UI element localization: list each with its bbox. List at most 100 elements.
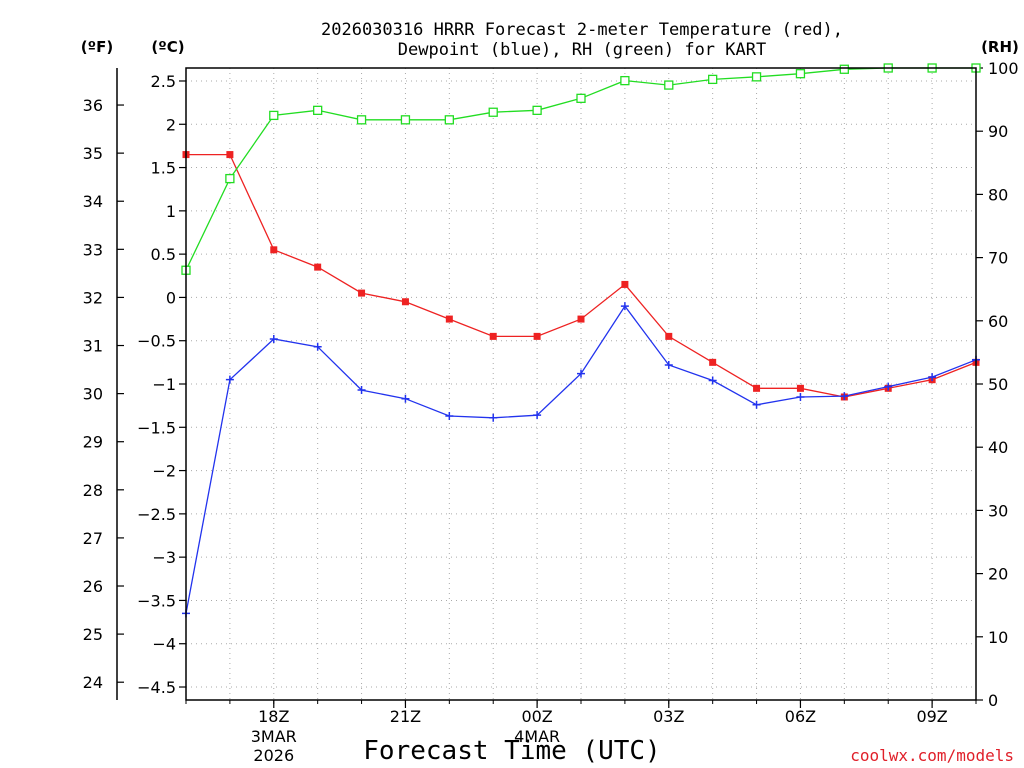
fahrenheit-axis: 36 35 34 33 32 31 30 29 28 27 26 25 24 — [83, 68, 124, 700]
fahrenheit-tick-label: 24 — [83, 673, 103, 692]
fahrenheit-tick-label: 26 — [83, 577, 103, 596]
temperature-point — [270, 246, 278, 254]
temperature-line — [186, 153, 977, 398]
temperature-point — [445, 315, 453, 323]
credit-text: coolwx.com/models — [850, 746, 1014, 765]
rh-tick-label: 0 — [988, 691, 998, 710]
rh-point — [356, 115, 367, 125]
celsius-tick-label: −3.5 — [137, 591, 176, 610]
celsius-tick-label: −1 — [152, 375, 176, 394]
celsius-tick-label: −1.5 — [137, 418, 176, 437]
dewpoint-point — [620, 302, 629, 311]
dewpoint-point — [533, 411, 542, 420]
x-tick-label: 06Z — [785, 707, 816, 726]
fahrenheit-unit-label: (ºF) — [81, 38, 113, 56]
x-tick-label: 21Z — [390, 707, 421, 726]
fahrenheit-tick-label: 35 — [83, 144, 103, 163]
fahrenheit-tick-label: 30 — [83, 385, 103, 404]
rh-point — [751, 72, 762, 82]
temperature-point — [577, 315, 585, 323]
temperature-point — [753, 384, 761, 392]
fahrenheit-tick-label: 29 — [83, 433, 103, 452]
x-tick-label: 18Z — [258, 707, 289, 726]
celsius-unit-label: (ºC) — [151, 38, 184, 56]
dewpoint-point — [269, 334, 278, 343]
dewpoint-point — [928, 373, 937, 382]
rh-tick-label: 20 — [988, 565, 1008, 584]
x-tick-date: 3MAR — [251, 727, 297, 746]
celsius-tick-label: 2 — [166, 115, 176, 134]
fahrenheit-tick-label: 27 — [83, 529, 103, 548]
celsius-tick-label: −3 — [152, 548, 176, 567]
x-tick-label: 03Z — [653, 707, 684, 726]
rh-tick-label: 50 — [988, 375, 1008, 394]
dewpoint-point — [752, 400, 761, 409]
series-layer — [181, 63, 981, 618]
rh-point — [269, 110, 279, 121]
celsius-tick-label: 1.5 — [151, 159, 176, 178]
temperature-point — [401, 298, 409, 306]
x-tick-label: 09Z — [916, 707, 947, 726]
rh-tick-label: 100 — [988, 59, 1019, 78]
celsius-tick-label: −4 — [152, 635, 176, 654]
rh-tick-label: 60 — [988, 312, 1008, 331]
grid-lines — [186, 68, 976, 700]
fahrenheit-tick-label: 28 — [83, 481, 103, 500]
dewpoint-point — [884, 382, 893, 391]
rh-point — [795, 69, 806, 79]
fahrenheit-tick-label: 25 — [83, 625, 103, 644]
celsius-tick-label: 0.5 — [151, 245, 176, 264]
rh-point — [400, 115, 411, 125]
rh-unit-label: (RH) — [981, 38, 1019, 56]
rh-point — [664, 80, 674, 90]
plot-frame — [185, 67, 977, 701]
rh-point — [225, 173, 235, 184]
fahrenheit-tick-label: 34 — [83, 192, 103, 211]
dewpoint-point — [357, 386, 366, 395]
celsius-tick-label: −2 — [152, 462, 176, 481]
temperature-point — [489, 332, 497, 340]
rh-point — [488, 107, 498, 117]
celsius-tick-label: −2.5 — [137, 505, 176, 524]
dewpoint-point — [313, 342, 322, 351]
dewpoint-line — [185, 304, 977, 614]
temperature-point — [533, 332, 541, 340]
rh-point — [444, 115, 454, 125]
dewpoint-point — [708, 376, 717, 385]
dewpoint-point — [577, 369, 585, 378]
fahrenheit-tick-label: 33 — [83, 240, 103, 259]
x-tick-label: 00Z — [521, 707, 552, 726]
dewpoint-point — [664, 360, 673, 369]
temperature-point — [665, 332, 673, 340]
celsius-tick-label: 0 — [166, 288, 176, 307]
temperature-point — [796, 384, 804, 392]
celsius-tick-label: 2.5 — [151, 72, 176, 91]
dewpoint-point — [225, 375, 234, 384]
rh-point — [532, 105, 542, 115]
dewpoint-point — [401, 394, 410, 403]
temperature-point — [358, 289, 366, 297]
celsius-tick-label: 1 — [166, 202, 176, 221]
dewpoint-point — [796, 392, 805, 401]
x-tick-date: 4MAR — [514, 727, 560, 746]
dewpoint-point — [840, 392, 849, 401]
rh-point — [708, 74, 718, 85]
rh-point — [313, 105, 323, 115]
fahrenheit-tick-label: 32 — [83, 288, 103, 307]
chart-title-line-2: Dewpoint (blue), RH (green) for KART — [398, 40, 766, 60]
x-axis-label: Forecast Time (UTC) — [363, 736, 660, 766]
temperature-point — [621, 280, 629, 288]
x-tick-year: 2026 — [253, 746, 294, 765]
temperature-point — [314, 263, 322, 271]
temperature-point — [709, 358, 717, 366]
celsius-tick-label: −0.5 — [137, 332, 176, 351]
rh-tick-label: 40 — [988, 438, 1008, 457]
rh-point — [620, 75, 630, 86]
chart-title-line-1: 2026030316 HRRR Forecast 2-meter Tempera… — [321, 20, 843, 40]
rh-point — [576, 93, 586, 103]
fahrenheit-tick-label: 36 — [83, 96, 103, 115]
rh-point — [839, 64, 849, 74]
